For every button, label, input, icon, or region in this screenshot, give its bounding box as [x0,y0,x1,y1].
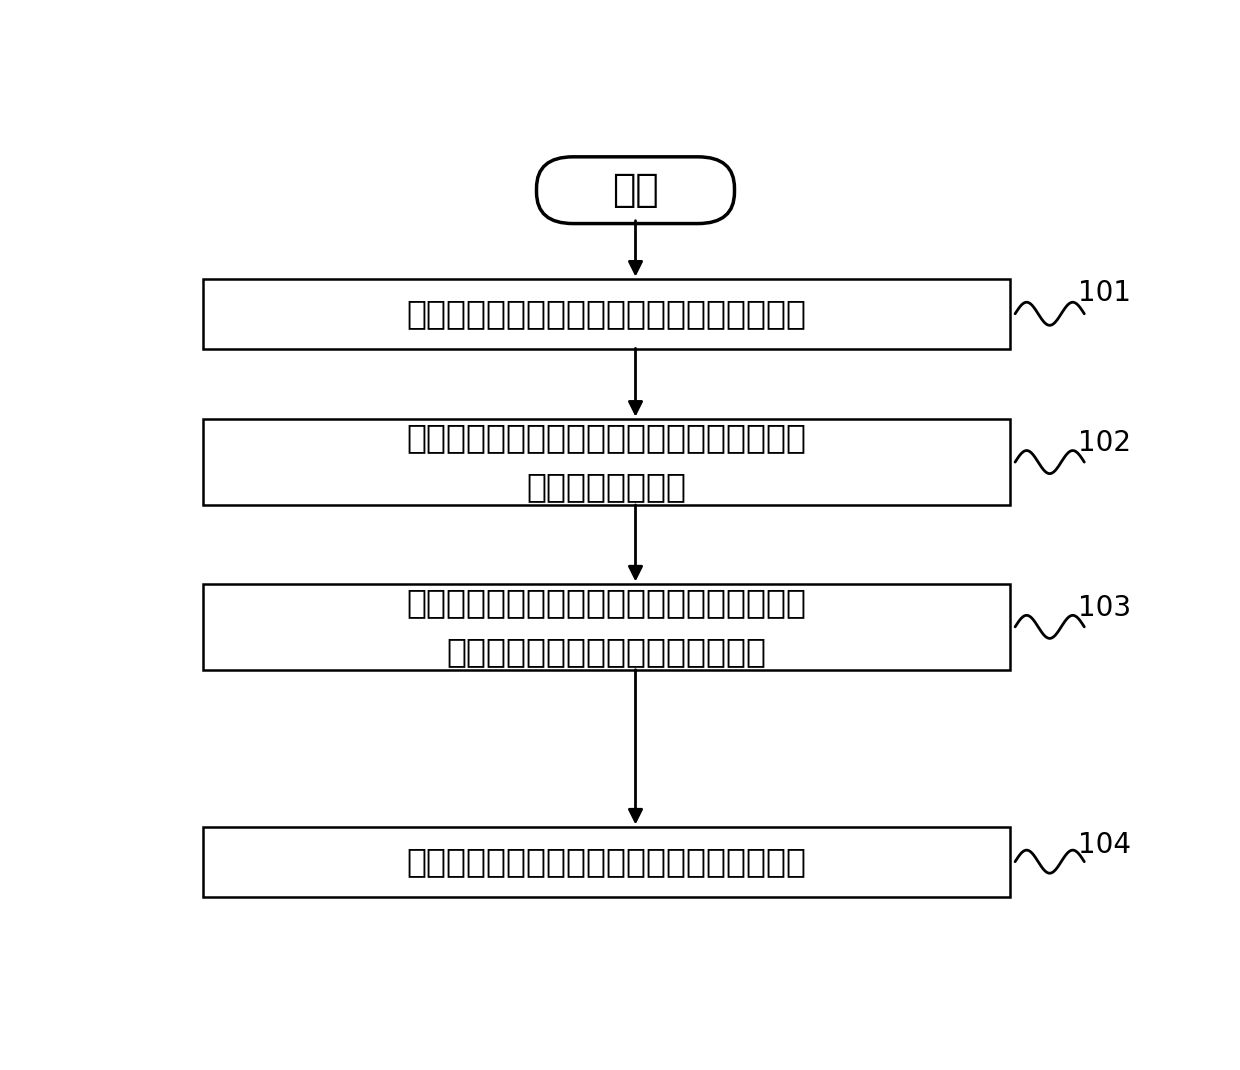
Text: 102: 102 [1078,429,1131,457]
Text: 对传输数据进行解压缩处理，解析出字符数据: 对传输数据进行解压缩处理，解析出字符数据 [407,845,807,878]
FancyBboxPatch shape [537,157,734,224]
FancyBboxPatch shape [203,583,1011,670]
Text: 103: 103 [1078,594,1131,622]
Text: 将传输数据转换到对应的声波频率上生成连续
的音频信息并发送: 将传输数据转换到对应的声波频率上生成连续 的音频信息并发送 [407,422,807,503]
Text: 发送端将字符数据进行压缩处理生成传输数据: 发送端将字符数据进行压缩处理生成传输数据 [407,297,807,331]
FancyBboxPatch shape [203,827,1011,897]
Text: 当接收到音频信息时，从音频信息中解析出频
率信号并从频率信号中获取传输数据: 当接收到音频信息时，从音频信息中解析出频 率信号并从频率信号中获取传输数据 [407,586,807,668]
FancyBboxPatch shape [203,279,1011,349]
FancyBboxPatch shape [203,418,1011,505]
Text: 开始: 开始 [613,171,658,210]
Text: 101: 101 [1078,279,1131,307]
Text: 104: 104 [1078,831,1131,859]
